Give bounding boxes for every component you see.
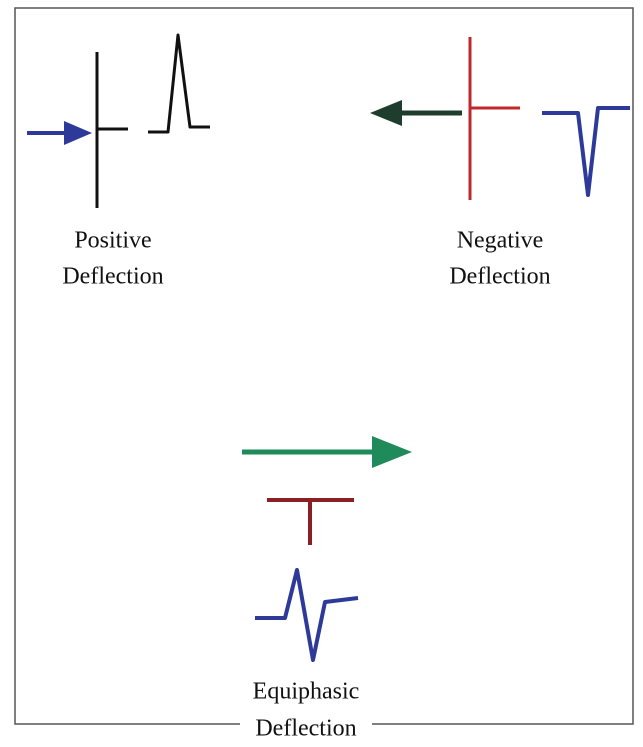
label-line: Equiphasic xyxy=(253,679,360,705)
waveform xyxy=(542,106,630,197)
positive-panel: Positive Deflection xyxy=(27,33,210,290)
label-line: Negative xyxy=(457,228,544,254)
vector-arrow-head xyxy=(64,121,92,145)
label-line: Positive xyxy=(74,228,151,254)
vector-arrow-head xyxy=(370,100,402,126)
label-line: Deflection xyxy=(255,716,356,742)
waveform xyxy=(148,33,210,134)
label-backdrop xyxy=(240,714,372,738)
waveform xyxy=(255,568,359,662)
label-line: Deflection xyxy=(449,264,550,290)
equiphasic-panel: Equiphasic Deflection xyxy=(240,436,412,742)
negative-panel: Negative Deflection xyxy=(370,37,630,290)
label-line: Deflection xyxy=(62,264,163,290)
vector-arrow-head xyxy=(372,436,412,468)
